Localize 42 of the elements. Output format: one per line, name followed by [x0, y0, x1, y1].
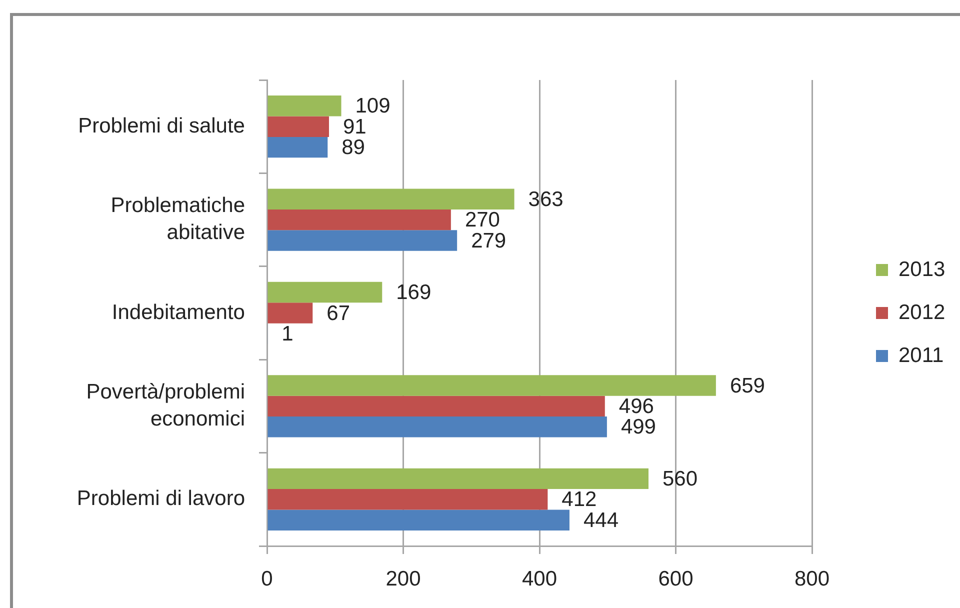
data-label: 499 — [620, 416, 656, 439]
data-label: 363 — [528, 188, 564, 211]
y-tick-label: Povertà/problemi economici — [86, 380, 245, 431]
x-tick-label: 400 — [522, 567, 558, 590]
bar — [268, 188, 514, 210]
data-label: 444 — [583, 508, 619, 532]
y-tick-label: Indebitamento — [112, 300, 245, 324]
data-label: 279 — [471, 229, 506, 252]
data-label: 89 — [342, 136, 365, 160]
bar — [268, 209, 451, 230]
data-label: 560 — [662, 467, 698, 490]
y-tick-label: Problematiche abitative — [110, 194, 245, 244]
x-tick-label: 600 — [658, 567, 694, 590]
data-label: 412 — [562, 488, 597, 512]
data-label: 67 — [326, 302, 350, 325]
data-label: 496 — [618, 394, 654, 418]
bar — [268, 468, 648, 490]
bar — [268, 416, 607, 438]
data-label: 169 — [396, 281, 432, 304]
bar — [268, 302, 313, 324]
y-tick-label: Problemi di lavoro — [76, 487, 245, 510]
bar — [268, 136, 328, 158]
data-label: 109 — [355, 94, 390, 118]
legend-label: 2012 — [898, 300, 946, 324]
bar — [268, 375, 716, 396]
data-label: 1 — [282, 322, 294, 346]
bar — [268, 116, 329, 137]
x-tick-label: 800 — [794, 567, 830, 590]
bar — [268, 510, 570, 530]
bar — [268, 96, 342, 116]
bar — [268, 489, 548, 510]
data-label: 270 — [464, 208, 500, 232]
y-tick-label: Problemi di salute — [78, 114, 245, 138]
legend-label: 2013 — [898, 258, 946, 281]
legend-label: 2011 — [898, 344, 944, 367]
bar — [268, 230, 458, 251]
x-tick-label: 0 — [261, 567, 273, 590]
x-tick-label: 200 — [386, 567, 421, 590]
data-label: 91 — [342, 115, 366, 138]
data-label: 659 — [730, 374, 765, 398]
bar — [268, 396, 605, 417]
bar — [268, 282, 382, 303]
